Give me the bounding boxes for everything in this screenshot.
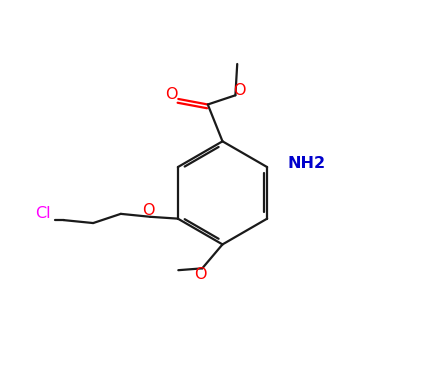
Text: O: O bbox=[234, 83, 246, 98]
Text: O: O bbox=[142, 203, 155, 218]
Text: O: O bbox=[194, 267, 206, 282]
Text: O: O bbox=[166, 87, 178, 102]
Text: Cl: Cl bbox=[35, 206, 51, 221]
Text: NH2: NH2 bbox=[287, 156, 326, 171]
